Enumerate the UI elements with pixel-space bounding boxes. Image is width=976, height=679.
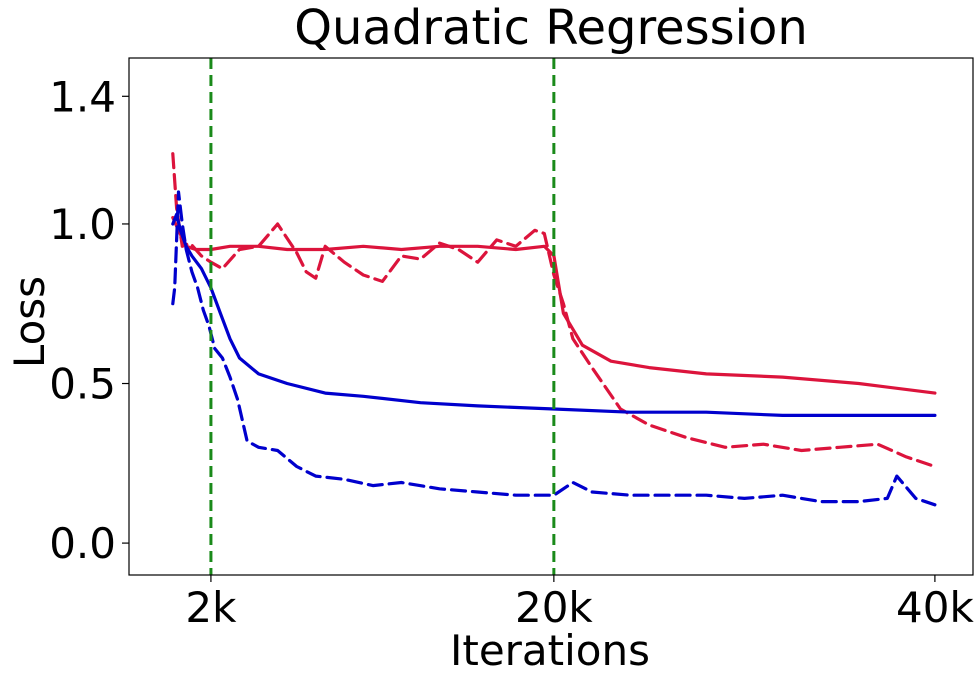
y-axis-ticks: 0.0 0.5 1.0 1.4	[49, 72, 129, 568]
series-line-4-dashed	[171, 190, 937, 507]
y-axis-label: Loss	[5, 276, 54, 368]
y-tick-label: 0.0	[49, 519, 116, 568]
series-line-3-solid	[171, 212, 937, 417]
y-tick-label: 1.0	[49, 200, 116, 249]
x-axis-ticks: 2k 20k 40k	[185, 575, 974, 632]
y-tick-label: 1.4	[49, 72, 116, 121]
x-tick-label: 40k	[896, 583, 974, 632]
x-tick-label: 2k	[185, 583, 237, 632]
series-line-1-solid	[171, 216, 937, 395]
y-tick-label: 0.5	[49, 360, 116, 409]
plot-area	[171, 58, 937, 575]
x-tick-label: 20k	[515, 583, 593, 632]
series-line-2-dashed	[171, 152, 937, 469]
chart-title: Quadratic Regression	[294, 0, 808, 56]
plot-frame	[128, 57, 974, 576]
x-axis-label: Iterations	[450, 626, 650, 675]
